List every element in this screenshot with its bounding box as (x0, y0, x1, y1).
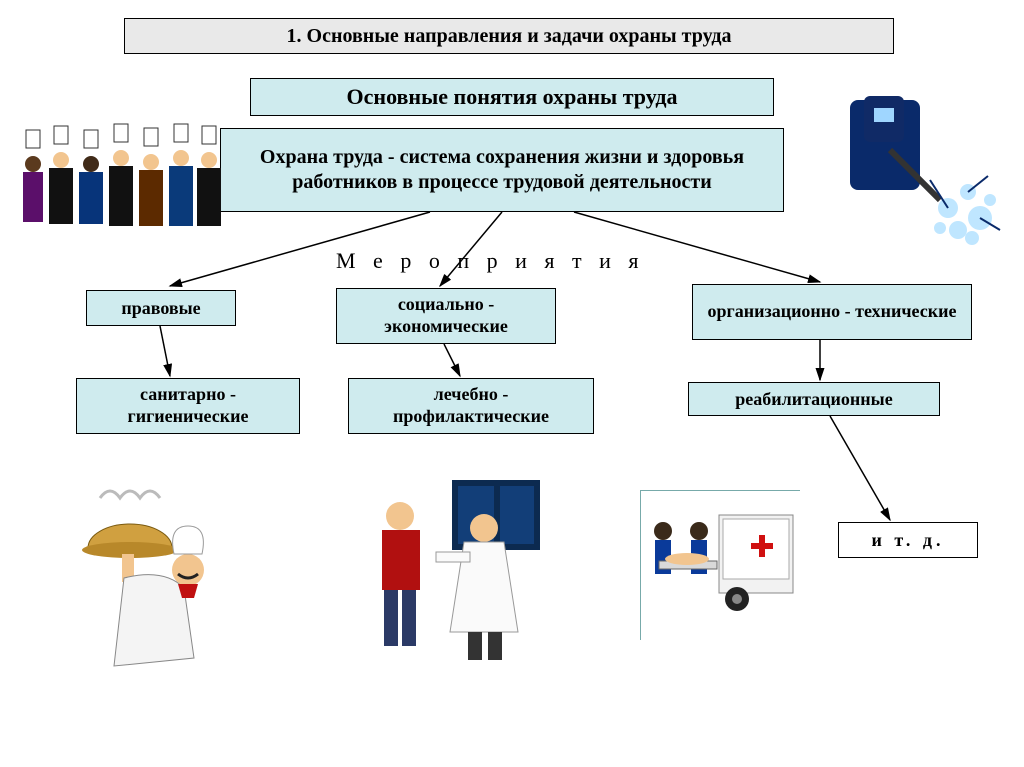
chef-icon (70, 478, 240, 678)
node-legal: правовые (86, 290, 236, 326)
node-etc: и т. д. (838, 522, 978, 558)
node-sanitary: санитарно - гигиенические (76, 378, 300, 434)
measures-heading: М е р о п р и я т и я (336, 248, 645, 274)
ambulance-scene-icon (640, 490, 800, 640)
judges-panel-icon (18, 120, 222, 230)
definition-box: Охрана труда - система сохранения жизни … (220, 128, 784, 212)
welder-icon (830, 80, 1014, 260)
node-rehabilitation: реабилитационные (688, 382, 940, 416)
node-socio-economic: социально - экономические (336, 288, 556, 344)
node-org-technical: организационно - технические (692, 284, 972, 340)
node-medical-preventive: лечебно - профилактические (348, 378, 594, 434)
page-title: 1. Основные направления и задачи охраны … (124, 18, 894, 54)
subtitle: Основные понятия охраны труда (250, 78, 774, 116)
doctor-patient-icon (356, 474, 556, 664)
